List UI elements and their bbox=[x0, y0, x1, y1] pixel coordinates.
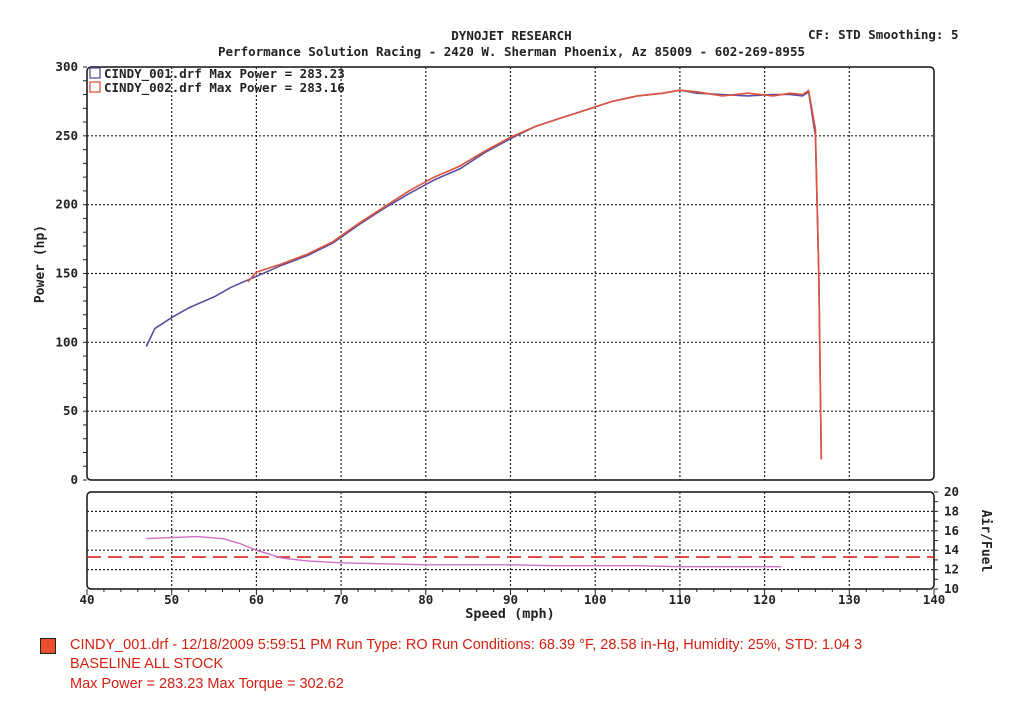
chart-title: DYNOJET RESEARCH bbox=[451, 28, 572, 43]
power-y-tick-label: 300 bbox=[55, 59, 78, 74]
power-y-axis-label: Power (hp) bbox=[33, 225, 48, 303]
x-tick-labels: 40 50 60 70 80 90 100 110 120 130 140 bbox=[79, 592, 945, 607]
legend: CINDY_001.drf Max Power = 283.23 CINDY_0… bbox=[89, 66, 345, 96]
legend-label-run2: CINDY_002.drf Max Power = 283.16 bbox=[104, 80, 345, 96]
afr-y-tick-labels: 10 12 14 16 18 20 bbox=[944, 484, 959, 596]
run-label: BASELINE ALL STOCK bbox=[70, 656, 224, 672]
afr-trace-line bbox=[146, 535, 782, 568]
power-y-tick-label: 0 bbox=[70, 472, 78, 487]
run-info-line: CINDY_001.drf - 12/18/2009 5:59:51 PM Ru… bbox=[70, 637, 863, 653]
power-series-run1 bbox=[145, 89, 823, 460]
legend-swatch-run2 bbox=[89, 81, 101, 93]
power-y-tick-label: 50 bbox=[63, 403, 78, 418]
x-tick-label: 130 bbox=[838, 592, 861, 607]
power-y-tick-labels: 0 50 100 150 200 250 300 bbox=[55, 59, 78, 487]
chart-subtitle: Performance Solution Racing - 2420 W. Sh… bbox=[218, 44, 805, 59]
x-tick-label: 140 bbox=[923, 592, 946, 607]
afr-series-layer bbox=[87, 535, 934, 568]
x-tick-label: 90 bbox=[503, 592, 518, 607]
afr-y-tick-label: 12 bbox=[944, 562, 959, 577]
legend-label-run1: CINDY_001.drf Max Power = 283.23 bbox=[104, 66, 345, 82]
power-grid bbox=[83, 66, 934, 481]
power-y-tick-label: 200 bbox=[55, 197, 78, 212]
power-series-run2 bbox=[247, 89, 823, 460]
x-tick-label: 110 bbox=[669, 592, 692, 607]
afr-y-axis-label: Air/Fuel bbox=[978, 510, 993, 573]
power-y-tick-label: 250 bbox=[55, 128, 78, 143]
afr-y-tick-label: 16 bbox=[944, 523, 959, 538]
afr-grid bbox=[86, 491, 938, 595]
run-summary: Max Power = 283.23 Max Torque = 302.62 bbox=[70, 676, 344, 692]
x-axis-label: Speed (mph) bbox=[465, 606, 554, 622]
x-tick-label: 80 bbox=[418, 592, 433, 607]
x-tick-label: 120 bbox=[753, 592, 776, 607]
power-y-tick-label: 100 bbox=[55, 334, 78, 349]
x-tick-label: 100 bbox=[584, 592, 607, 607]
afr-y-tick-label: 14 bbox=[944, 542, 959, 557]
x-tick-label: 70 bbox=[334, 592, 349, 607]
x-tick-label: 50 bbox=[164, 592, 179, 607]
afr-y-tick-label: 18 bbox=[944, 503, 959, 518]
legend-swatch-run1 bbox=[89, 67, 101, 79]
power-series-layer bbox=[145, 89, 823, 460]
x-tick-label: 60 bbox=[249, 592, 264, 607]
run-color-swatch bbox=[40, 638, 56, 654]
afr-y-tick-label: 10 bbox=[944, 581, 959, 596]
afr-y-tick-label: 20 bbox=[944, 484, 959, 499]
settings-readout: CF: STD Smoothing: 5 bbox=[808, 27, 959, 42]
power-y-tick-label: 150 bbox=[55, 266, 78, 281]
x-tick-label: 40 bbox=[79, 592, 94, 607]
